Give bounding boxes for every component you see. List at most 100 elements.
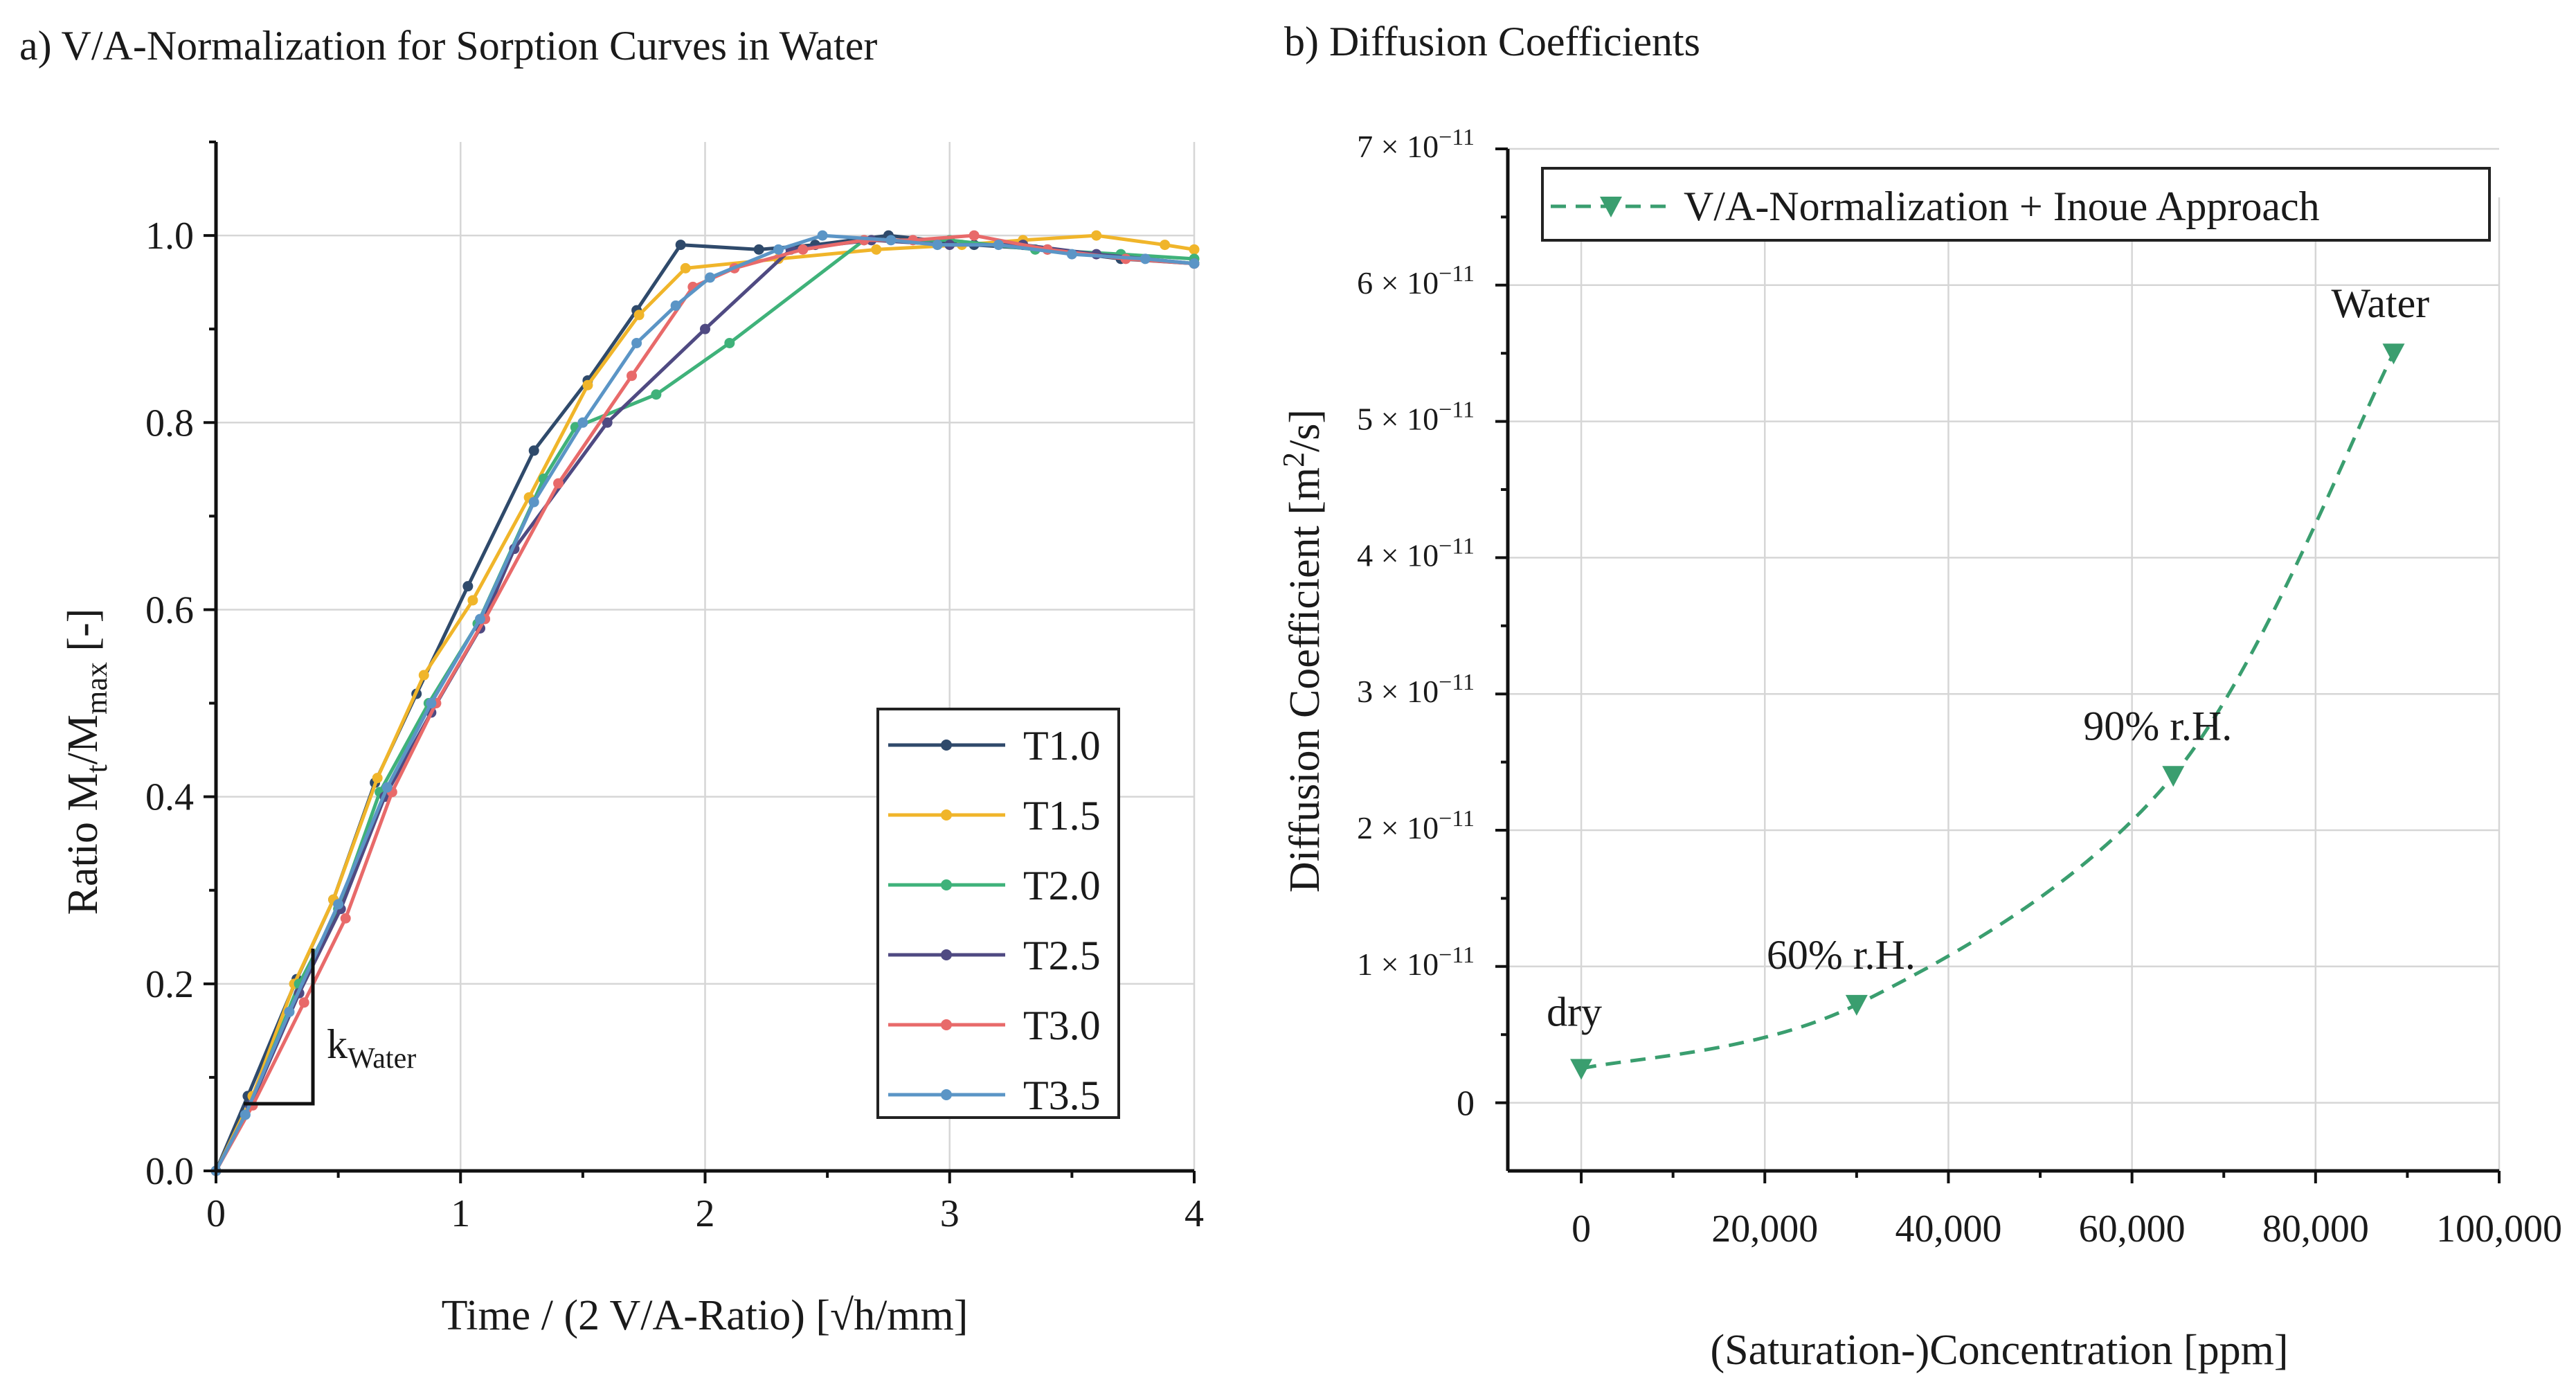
data-point [969,230,980,241]
point-label: 60% r.H. [1767,932,1916,978]
panel-b-x-tick-label: 80,000 [2262,1208,2369,1251]
legend-swatch-marker [941,1019,952,1030]
legend-label: V/A-Normalization + Inoue Approach [1684,183,2320,229]
data-point [1189,244,1200,255]
data-point [724,337,735,348]
data-point [871,244,882,255]
data-point [553,478,564,489]
panel-b: b) Diffusion Coefficients dry 60% r.H. 90%… [1277,19,2562,1374]
series-line [214,233,1195,1172]
panel-b-x-tick-label: 100,000 [2436,1208,2562,1251]
data-point [577,417,588,428]
legend-item-T1-5: T1.5 [888,793,1101,839]
data-point [462,581,474,592]
data-point [1091,230,1102,241]
panel-a-series [210,230,1200,1176]
point-label: 90% r.H. [2083,703,2232,749]
panel-b-y-axis-label: Diffusion Coefficient [m2/s] [1277,409,1328,893]
data-point [1570,1059,1593,1080]
data-point [817,230,828,241]
legend-swatch-marker [941,1089,952,1100]
panel-a-ticks: 0 1 2 3 4 0.0 0.2 0.4 0.6 0.8 1.0 [145,141,1204,1235]
legend-item-T2-5: T2.5 [888,933,1101,978]
legend-item-T3-0: T3.0 [888,1003,1101,1048]
data-point [1845,994,1868,1016]
data-point [675,240,686,251]
data-point [631,337,642,348]
k-water-label: kWater [327,1021,416,1075]
data-point [240,1109,251,1120]
data-point [773,244,784,255]
data-point [705,272,716,283]
panel-b-gridlines [1508,147,2501,1171]
data-point [627,370,638,382]
legend-swatch-marker [941,809,952,821]
panel-b-legend: V/A-Normalization + Inoue Approach [1541,167,2491,242]
legend-item-T3-5: T3.5 [888,1073,1101,1118]
panel-b-series: dry 60% r.H. 90% r.H. Water [1547,280,2429,1080]
panel-a-y-tick-label: 0.4 [145,776,194,819]
data-point [798,244,809,255]
data-point [2162,766,2185,787]
data-point [418,670,429,681]
panel-a-y-tick-label: 1.0 [145,215,194,258]
series-line [1580,352,2395,1070]
legend-label: T2.0 [1023,863,1101,908]
data-point [700,323,710,334]
panel-a-y-tick-label: 0.0 [145,1150,194,1193]
legend-swatch-marker [941,879,952,890]
panel-b-x-tick-label: 60,000 [2079,1208,2186,1251]
k-water-slope-triangle [244,949,315,1106]
panel-a-legend-box [876,708,1120,1119]
data-point [467,595,478,606]
data-point [651,389,662,400]
data-point [381,782,393,793]
data-point [426,698,437,709]
data-point [602,417,613,428]
panel-a-x-tick-label: 4 [1185,1192,1204,1235]
legend-item-T1-0: T1.0 [888,723,1101,769]
data-point [1189,258,1200,269]
data-point [2382,343,2405,365]
panel-b-y-tick-label: 6 × 10−11 [1357,261,1475,301]
panel-a-x-tick-label: 0 [206,1192,226,1235]
data-point [340,913,351,924]
data-point [680,262,691,274]
data-point [528,445,539,456]
panel-b-y-tick-label: 5 × 10−11 [1357,397,1475,437]
series-va-normalization-inoue: dry 60% r.H. 90% r.H. Water [1547,280,2429,1080]
data-point [528,496,539,508]
legend-label: T3.0 [1023,1003,1101,1048]
panel-b-title: b) Diffusion Coefficients [1284,19,1700,64]
series-line [214,233,1195,1172]
data-point [582,379,593,391]
data-point [1140,253,1151,265]
panel-b-legend-box [1541,167,2491,242]
data-point [932,240,943,251]
data-point [670,300,681,311]
data-point [633,310,645,321]
panel-b-ticks: 0 20,000 40,000 60,000 80,000 100,000 0 1 × 10−… [1357,125,2562,1251]
legend-label: T1.5 [1023,793,1101,839]
panel-b-y-tick-label: 3 × 10−11 [1357,670,1475,709]
panel-a: a) V/A-Normalization for Sorption Curves… [19,23,1204,1339]
panel-a-y-tick-label: 0.8 [145,402,194,445]
legend-swatch-marker [1600,197,1622,217]
k-water-annotation: kWater [244,949,416,1106]
panel-a-y-tick-label: 0.6 [145,589,194,631]
legend-item-T2-0: T2.0 [888,863,1101,908]
legend-label: T2.5 [1023,933,1101,978]
panel-a-y-axis-label: Ratio Mt/Mmax [-] [60,609,114,915]
series-line [214,233,1195,1172]
data-point [372,773,383,784]
data-point [298,997,309,1008]
panel-a-x-tick-label: 2 [696,1192,715,1235]
panel-b-y-tick-label: 2 × 10−11 [1357,806,1475,845]
panel-b-x-tick-label: 0 [1571,1208,1591,1251]
panel-b-y-tick-label: 1 × 10−11 [1357,942,1475,982]
series-T3-5 [210,230,1200,1176]
panel-b-x-axis-label: (Saturation-)Concentration [ppm] [1710,1327,2288,1374]
data-point [1066,249,1077,260]
legend-swatch-marker [941,949,952,960]
